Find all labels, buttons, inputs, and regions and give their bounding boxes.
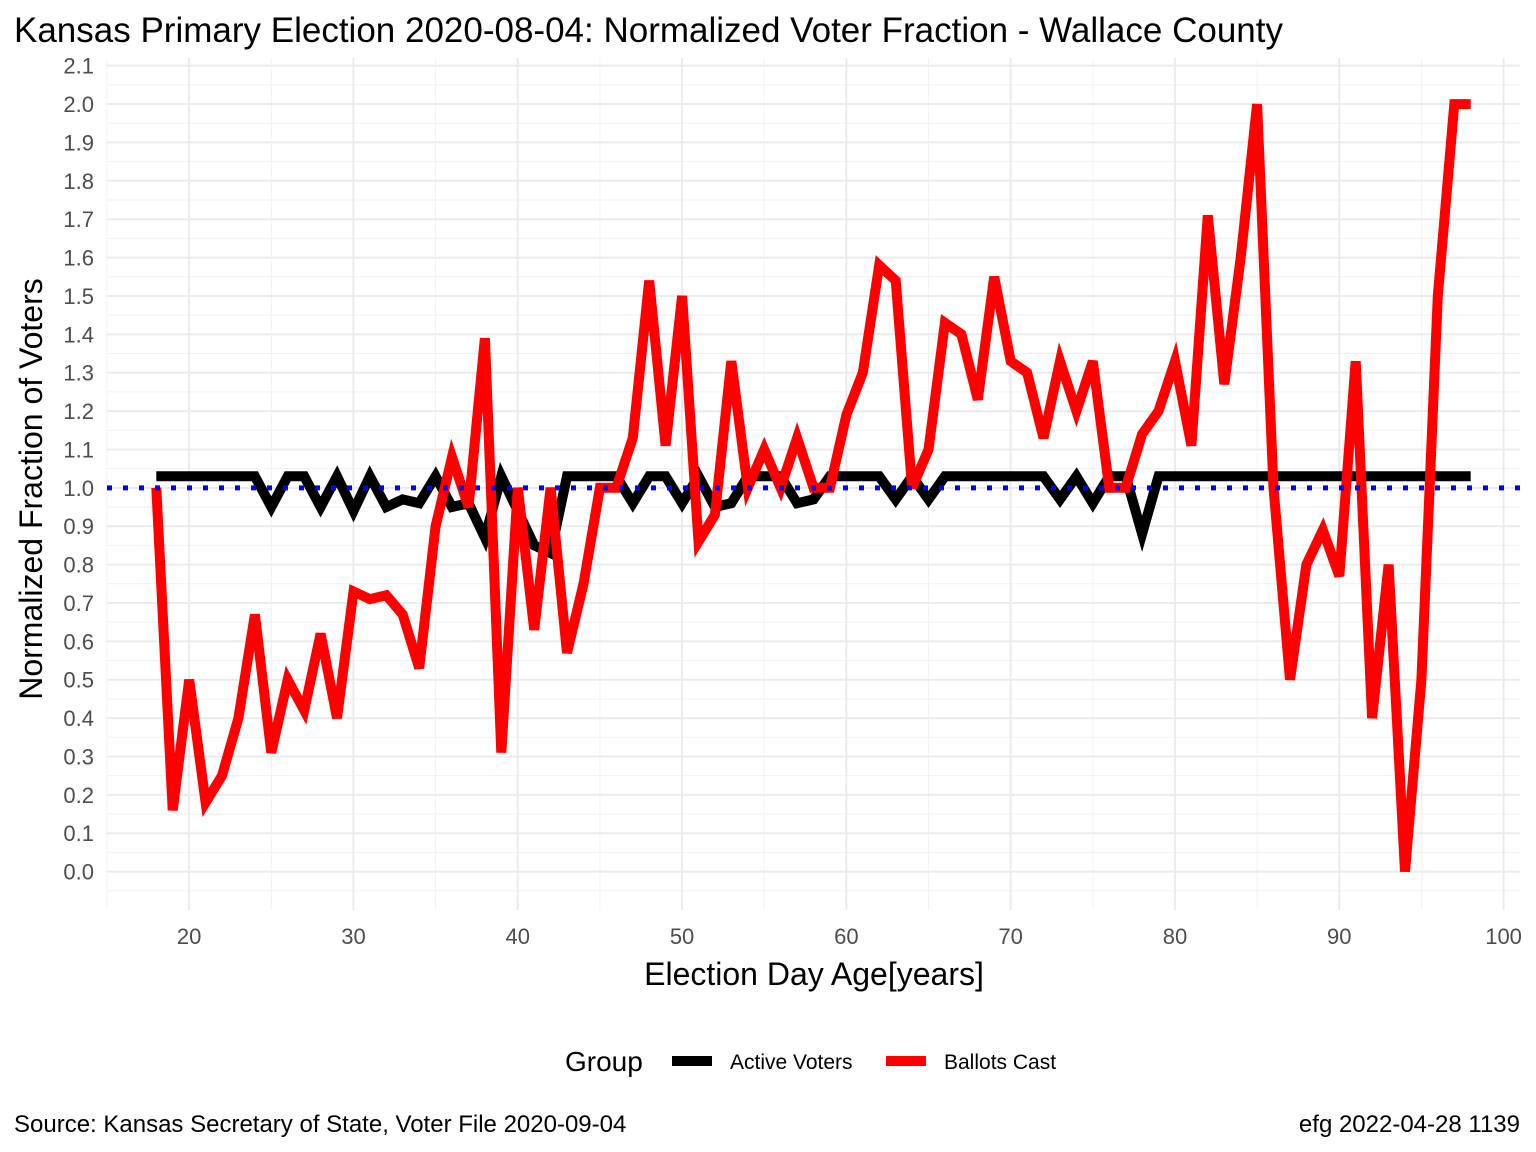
x-tick-label: 60 <box>834 924 858 949</box>
y-tick-label: 0.4 <box>63 706 94 731</box>
y-tick-label: 0.6 <box>63 629 94 654</box>
y-tick-label: 0.9 <box>63 514 94 539</box>
y-tick-label: 1.3 <box>63 361 94 386</box>
y-tick-label: 1.4 <box>63 322 94 347</box>
y-tick-label: 1.9 <box>63 130 94 155</box>
x-tick-label: 90 <box>1327 924 1351 949</box>
x-tick-label: 50 <box>670 924 694 949</box>
y-tick-label: 0.5 <box>63 668 94 693</box>
x-tick-label: 100 <box>1485 924 1522 949</box>
series-line-active-voters <box>156 461 1471 561</box>
chart-title: Kansas Primary Election 2020-08-04: Norm… <box>14 11 1283 50</box>
source-caption: Source: Kansas Secretary of State, Voter… <box>14 1111 626 1138</box>
y-tick-label: 0.3 <box>63 744 94 769</box>
legend-label-ballots-cast: Ballots Cast <box>944 1051 1056 1074</box>
y-tick-label: 1.0 <box>63 476 94 501</box>
credit-caption: efg 2022-04-28 1139 <box>1299 1111 1520 1138</box>
legend-label-active-voters: Active Voters <box>730 1051 853 1074</box>
x-tick-label: 80 <box>1163 924 1187 949</box>
x-tick-label: 40 <box>506 924 530 949</box>
y-tick-label: 1.8 <box>63 169 94 194</box>
y-axis-title: Normalized Fraction of Voters <box>13 278 49 700</box>
y-tick-label: 2.0 <box>63 92 94 117</box>
y-tick-label: 0.1 <box>63 821 94 846</box>
y-tick-label: 1.5 <box>63 284 94 309</box>
x-tick-label: 30 <box>341 924 365 949</box>
y-tick-label: 0.8 <box>63 553 94 578</box>
x-axis-tick-labels: 20 30 40 50 60 70 80 90 100 <box>177 924 1522 949</box>
y-tick-label: 1.7 <box>63 207 94 232</box>
y-tick-label: 1.2 <box>63 399 94 424</box>
y-tick-label: 0.2 <box>63 783 94 808</box>
x-tick-label: 70 <box>998 924 1022 949</box>
y-tick-label: 1.1 <box>63 437 94 462</box>
x-axis-title: Election Day Age[years] <box>644 956 984 992</box>
y-tick-label: 0.0 <box>63 860 94 885</box>
legend: Group Active Voters Ballots Cast <box>565 1046 1056 1077</box>
y-tick-label: 2.1 <box>63 54 94 79</box>
x-tick-label: 20 <box>177 924 201 949</box>
y-axis-tick-labels: 0.0 0.1 0.2 0.3 0.4 0.5 0.6 0.7 0.8 0.9 1.0 1.1 1.2 1… <box>63 54 94 885</box>
y-tick-label: 1.6 <box>63 246 94 271</box>
y-tick-label: 0.7 <box>63 591 94 616</box>
legend-title: Group <box>565 1046 643 1077</box>
